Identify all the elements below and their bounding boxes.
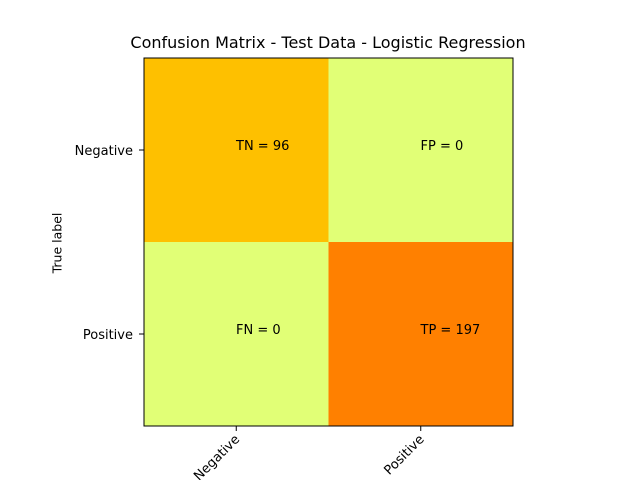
- x-tick-label-negative: Negative: [191, 432, 243, 480]
- y-axis-ticks: Negative Positive: [75, 144, 144, 343]
- x-tick-label-positive: Positive: [382, 432, 428, 478]
- cell-annotation-1-1: TP = 197: [420, 323, 481, 338]
- matrix-cell-positive-positive: [328, 242, 513, 426]
- cell-annotation-1-0: FN = 0: [236, 323, 281, 338]
- chart-title: Confusion Matrix - Test Data - Logistic …: [130, 33, 526, 52]
- cell-annotations: TN = 96 FP = 0 FN = 0 TP = 197: [235, 139, 480, 338]
- matrix-cell-positive-negative: [144, 242, 329, 426]
- plot-frame: [143, 57, 514, 427]
- matrix-cells: [144, 58, 513, 426]
- matrix-cell-negative-positive: [328, 58, 513, 242]
- cell-annotation-0-1: FP = 0: [421, 139, 464, 154]
- matrix-cell-negative-negative: [144, 58, 329, 242]
- y-tick-label-positive: Positive: [83, 328, 133, 343]
- cell-annotation-0-0: TN = 96: [235, 139, 289, 154]
- y-tick-label-negative: Negative: [75, 144, 133, 159]
- x-axis-ticks: Negative Positive: [191, 426, 428, 480]
